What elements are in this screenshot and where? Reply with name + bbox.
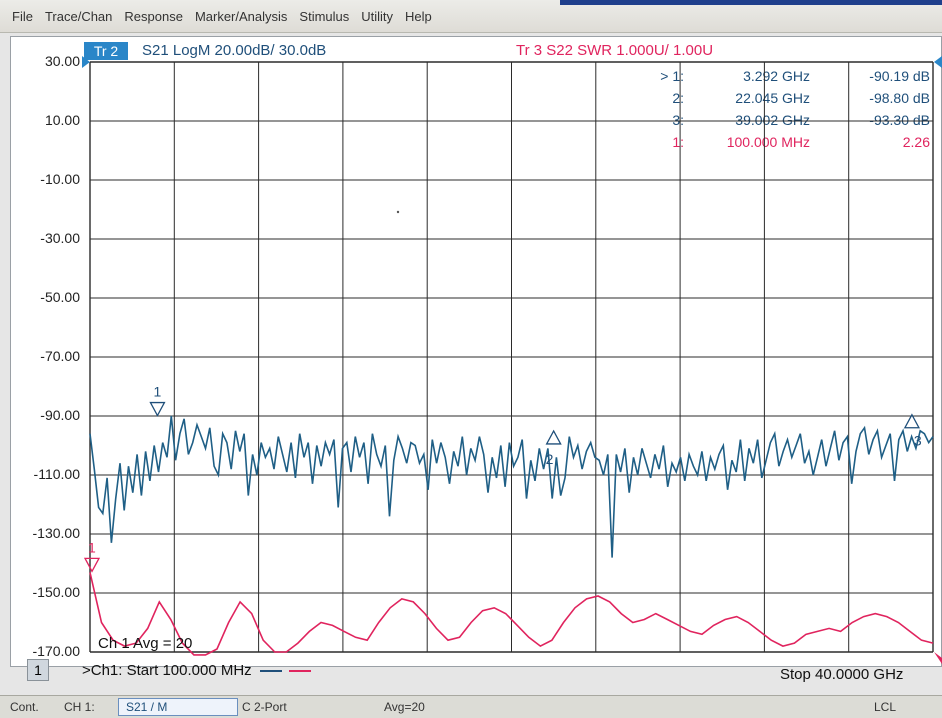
title-strip	[560, 0, 942, 5]
channel-number[interactable]: 1	[27, 659, 49, 681]
status-param[interactable]: S21 / M	[126, 700, 168, 714]
y-tick-label: -30.00	[40, 230, 80, 246]
status-channel: CH 1:	[64, 700, 95, 714]
reference-arrow-left	[82, 56, 90, 68]
y-tick-label: -130.00	[32, 525, 80, 541]
marker-flag-number: 2	[546, 451, 554, 467]
trace-3-label[interactable]: Tr 3 S22 SWR 1.000U/ 1.00U	[516, 42, 714, 59]
start-frequency: >Ch1: Start 100.000 MHz	[82, 662, 312, 679]
marker-flag-triangle	[545, 429, 562, 445]
menu-trace-chan[interactable]: Trace/Chan	[44, 9, 113, 24]
menu-stimulus[interactable]: Stimulus	[299, 9, 350, 24]
status-avg: Avg=20	[384, 700, 425, 714]
y-tick-label: -10.00	[40, 171, 80, 187]
trace-s21-logm	[89, 415, 934, 558]
stray-dot	[396, 210, 400, 214]
y-tick-label: 10.00	[44, 112, 80, 128]
marker-id: > 1:	[660, 68, 684, 84]
reference-arrow-right	[934, 56, 942, 68]
measurement-screen	[10, 36, 942, 667]
menu-items: File Trace/Chan Response Marker/Analysis…	[6, 9, 438, 24]
marker-flag-number: 1	[153, 384, 161, 400]
marker-flag-triangle	[149, 401, 166, 417]
y-tick-label: -150.00	[32, 584, 80, 600]
menu-bar: File Trace/Chan Response Marker/Analysis…	[0, 0, 942, 33]
marker-flag-number: 1	[88, 539, 96, 555]
trace-legend-line-blue	[259, 670, 282, 673]
average-label: Ch 1 Avg = 20	[98, 635, 193, 652]
marker-id: 3:	[672, 112, 684, 128]
menu-marker-analysis[interactable]: Marker/Analysis	[194, 9, 288, 24]
marker-freq: 22.045 GHz	[735, 90, 810, 106]
stop-frequency: Stop 40.0000 GHz	[780, 666, 904, 683]
marker-value: -93.30 dB	[869, 112, 930, 128]
trace-s22-swr	[89, 572, 934, 656]
menu-response[interactable]: Response	[124, 9, 183, 24]
menu-help[interactable]: Help	[405, 9, 432, 24]
y-tick-label: 30.00	[44, 53, 80, 69]
status-lcl: LCL	[874, 700, 897, 714]
reference-arrow-red	[934, 652, 942, 664]
marker-value: 2.26	[902, 134, 930, 150]
marker-value: -90.19 dB	[869, 68, 930, 84]
marker-value: -98.80 dB	[869, 90, 930, 106]
status-mode[interactable]: Cont.	[10, 700, 39, 714]
marker-flag-triangle	[903, 413, 921, 429]
menu-utility[interactable]: Utility	[361, 9, 394, 24]
menu-file[interactable]: File	[12, 9, 33, 24]
y-tick-label: -110.00	[33, 466, 80, 482]
status-port[interactable]: C 2-Port	[242, 700, 287, 714]
start-label: >Ch1: Start 100.000 MHz	[82, 662, 252, 679]
marker-id: 2:	[672, 90, 684, 106]
marker-flag-triangle	[83, 557, 101, 573]
y-tick-label: -70.00	[40, 348, 80, 364]
trace-2-tag[interactable]: Tr 2	[84, 42, 128, 60]
marker-flag-number: 3	[914, 433, 922, 449]
status-param-box[interactable]	[118, 698, 238, 716]
marker-freq: 100.000 MHz	[726, 134, 810, 150]
status-bar: Cont. CH 1: S21 / M C 2-Port Avg=20 LCL	[0, 695, 942, 718]
marker-id: 1:	[672, 134, 684, 150]
y-tick-label: -170.00	[32, 643, 80, 659]
marker-freq: 39.002 GHz	[735, 112, 810, 128]
marker-freq: 3.292 GHz	[743, 68, 810, 84]
trace-legend-line-red	[289, 670, 312, 673]
trace-2-label[interactable]: S21 LogM 20.00dB/ 30.0dB	[142, 42, 327, 59]
y-tick-label: -90.00	[40, 407, 80, 423]
y-tick-label: -50.00	[40, 289, 80, 305]
